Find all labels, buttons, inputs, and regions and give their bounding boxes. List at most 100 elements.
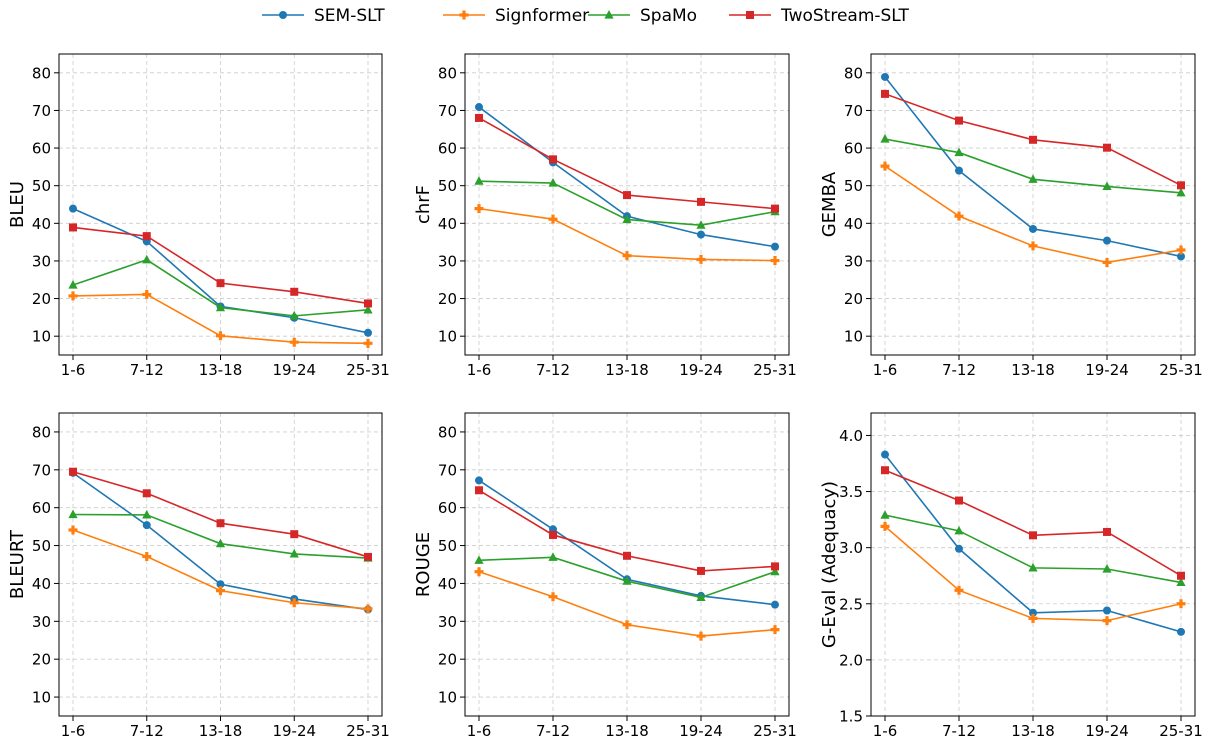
data-point	[696, 631, 706, 641]
x-tick-label: 19-24	[679, 361, 723, 379]
legend-marker	[746, 11, 754, 19]
chart-panel: 10 20 30 40 50 60 70 80 1-6 7-12 13-18 19-24 25-31 BL…	[7, 412, 390, 740]
data-point	[1102, 563, 1112, 573]
series	[68, 289, 373, 348]
plot-frame	[870, 412, 1196, 717]
y-tick-label: 40	[438, 215, 457, 233]
x-tick-label: 19-24	[272, 361, 316, 379]
legend-item: SEM-SLT	[262, 6, 385, 26]
data-point	[622, 214, 632, 224]
data-point	[881, 89, 889, 98]
y-tick-label: 10	[844, 328, 863, 346]
data-point	[216, 580, 225, 589]
data-point	[474, 555, 484, 564]
y-tick-label: 40	[844, 215, 863, 233]
data-point	[771, 562, 779, 571]
x-tick-label: 25-31	[346, 361, 390, 379]
y-tick-label: 70	[438, 461, 457, 479]
data-point	[1029, 224, 1037, 233]
y-tick-label: 10	[32, 328, 51, 346]
chart-panels: 10 20 30 40 50 60 70 80 1-6 7-12 13-18 19-24 25-31 BL…	[7, 53, 1203, 740]
data-point	[955, 544, 963, 553]
x-tick-label: 1-6	[61, 722, 86, 740]
x-tick-label: 13-18	[199, 722, 243, 740]
y-tick-label: 70	[32, 102, 51, 120]
series	[69, 467, 372, 561]
series	[68, 254, 373, 320]
data-point	[142, 489, 151, 498]
y-tick-label: 60	[844, 140, 863, 158]
y-tick-label: 60	[438, 499, 457, 517]
x-tick-label: 19-24	[679, 722, 723, 740]
legend-label: Signformer	[495, 6, 589, 26]
y-tick-label: 4.0	[839, 427, 863, 445]
x-tick-label: 1-6	[467, 722, 492, 740]
data-point	[475, 486, 483, 495]
data-point	[142, 521, 151, 530]
x-tick-label: 19-24	[1085, 361, 1129, 379]
data-point	[622, 576, 632, 585]
y-tick-label: 60	[438, 140, 457, 158]
plot-frame	[58, 412, 383, 717]
data-point	[1103, 606, 1111, 615]
data-point	[955, 116, 963, 125]
data-point	[1177, 627, 1185, 636]
data-point	[548, 214, 558, 224]
data-point	[1028, 174, 1038, 183]
data-point	[474, 204, 484, 214]
y-tick-label: 20	[438, 651, 457, 669]
data-point	[1103, 143, 1111, 152]
data-point	[881, 450, 889, 459]
data-point	[216, 331, 225, 341]
y-tick-label: 30	[438, 613, 457, 631]
data-point	[623, 191, 631, 200]
data-point	[68, 525, 78, 535]
series	[475, 113, 779, 213]
data-point	[880, 510, 890, 519]
data-point	[697, 566, 705, 575]
x-tick-label: 7-12	[942, 722, 976, 740]
series	[881, 450, 1185, 636]
data-point	[954, 585, 964, 595]
data-point	[1177, 252, 1185, 261]
chart-panel: 10 20 30 40 50 60 70 80 1-6 7-12 13-18 19-24 25-31 BL…	[7, 53, 390, 379]
data-point	[954, 211, 964, 221]
y-tick-label: 50	[438, 537, 457, 555]
data-point	[68, 291, 78, 301]
chart-panel: 10 20 30 40 50 60 70 80 1-6 7-12 13-18 19-24 25-31 GE…	[819, 53, 1203, 379]
data-point	[364, 552, 372, 561]
data-point	[363, 604, 373, 614]
data-point	[1103, 236, 1111, 245]
y-tick-label: 80	[438, 64, 457, 82]
y-tick-label: 80	[438, 423, 457, 441]
y-tick-label: 40	[32, 575, 51, 593]
data-point	[1103, 527, 1111, 536]
legend-marker	[459, 10, 469, 20]
data-point	[696, 220, 706, 229]
y-tick-label: 70	[32, 461, 51, 479]
y-tick-label: 50	[32, 537, 51, 555]
data-point	[770, 256, 780, 266]
x-tick-label: 7-12	[536, 361, 570, 379]
y-tick-label: 2.5	[839, 595, 863, 613]
data-point	[881, 466, 889, 475]
y-tick-label: 40	[32, 215, 51, 233]
y-tick-label: 50	[438, 177, 457, 195]
data-point	[1176, 599, 1186, 609]
plot-frame	[58, 53, 383, 356]
series	[881, 72, 1185, 261]
data-point	[363, 304, 373, 314]
data-point	[771, 600, 779, 609]
x-tick-label: 7-12	[130, 722, 164, 740]
data-point	[696, 592, 706, 602]
data-point	[881, 72, 889, 81]
data-point	[290, 530, 299, 539]
data-point	[215, 538, 226, 548]
data-point	[1028, 562, 1038, 572]
data-point	[548, 552, 558, 561]
legend-item: SpaMo	[588, 6, 697, 26]
y-tick-label: 30	[32, 613, 51, 631]
y-tick-label: 20	[844, 290, 863, 308]
y-tick-label: 10	[438, 328, 457, 346]
x-tick-label: 1-6	[873, 361, 898, 379]
